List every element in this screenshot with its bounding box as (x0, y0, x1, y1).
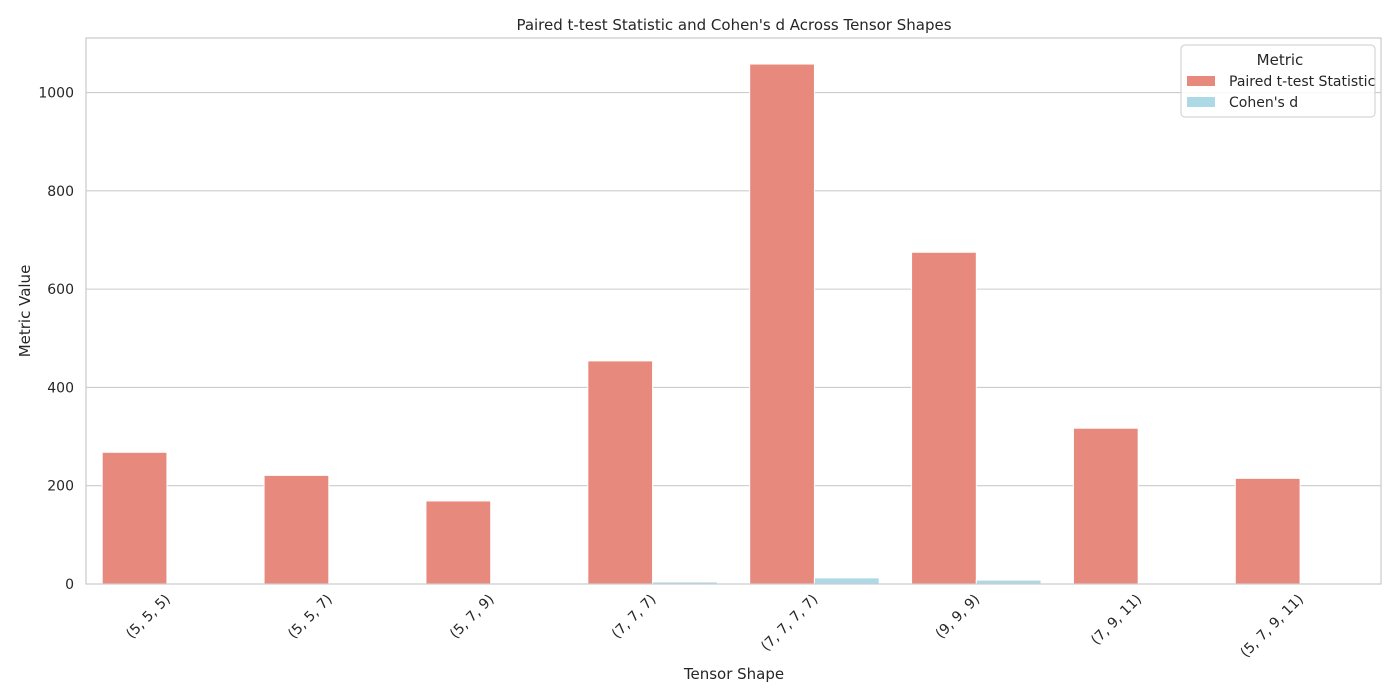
y-tick-label: 400 (47, 380, 74, 396)
legend-box (1180, 44, 1376, 118)
legend-entry: Cohen's d (1229, 95, 1298, 111)
bar-t-statistic (101, 451, 168, 585)
legend: Metric Paired t-test Statistic Cohen's d (1180, 44, 1376, 118)
x-tick-label: (5, 5, 7) (285, 592, 336, 643)
chart-title: Paired t-test Statistic and Cohen's d Ac… (516, 16, 951, 34)
y-tick-label: 1000 (38, 86, 74, 102)
bar-t-statistic (749, 63, 815, 585)
y-tick-label: 600 (47, 282, 74, 298)
x-tick-label: (5, 5, 5) (123, 592, 174, 643)
y-tick-label: 800 (47, 184, 74, 200)
x-tick-labels: (5, 5, 5) (5, 5, 7) (5, 7, 9) (7, 7, 7) (7, … (123, 592, 1307, 661)
bar-t-statistic (263, 474, 330, 585)
y-axis-label: Metric Value (16, 265, 34, 358)
bar-t-statistic (1234, 477, 1301, 585)
bars-group (101, 63, 1366, 585)
bar-t-statistic (587, 360, 654, 585)
x-tick-label: (7, 7, 7) (609, 592, 660, 643)
bar-cohens-d (813, 577, 880, 585)
legend-entry: Paired t-test Statistic (1229, 74, 1375, 90)
y-tick-label: 200 (47, 479, 74, 495)
x-axis-label: Tensor Shape (683, 665, 784, 683)
x-tick-label: (5, 7, 9, 11) (1237, 592, 1306, 661)
plot-frame (85, 37, 1382, 585)
y-tick-labels: 0 200 400 600 800 1000 (38, 86, 74, 593)
x-tick-label: (7, 9, 11) (1088, 592, 1145, 649)
legend-swatch (1187, 97, 1215, 107)
x-tick-label: (7, 7, 7, 7) (758, 592, 821, 655)
bar-t-statistic (911, 251, 977, 585)
legend-swatch (1187, 76, 1215, 86)
x-tick-label: (5, 7, 9) (447, 592, 498, 643)
bar-t-statistic (425, 500, 492, 585)
bar-t-statistic (1072, 427, 1139, 585)
legend-title: Metric (1257, 51, 1304, 69)
y-tick-label: 0 (65, 577, 74, 593)
x-tick-label: (9, 9, 9) (933, 592, 984, 643)
